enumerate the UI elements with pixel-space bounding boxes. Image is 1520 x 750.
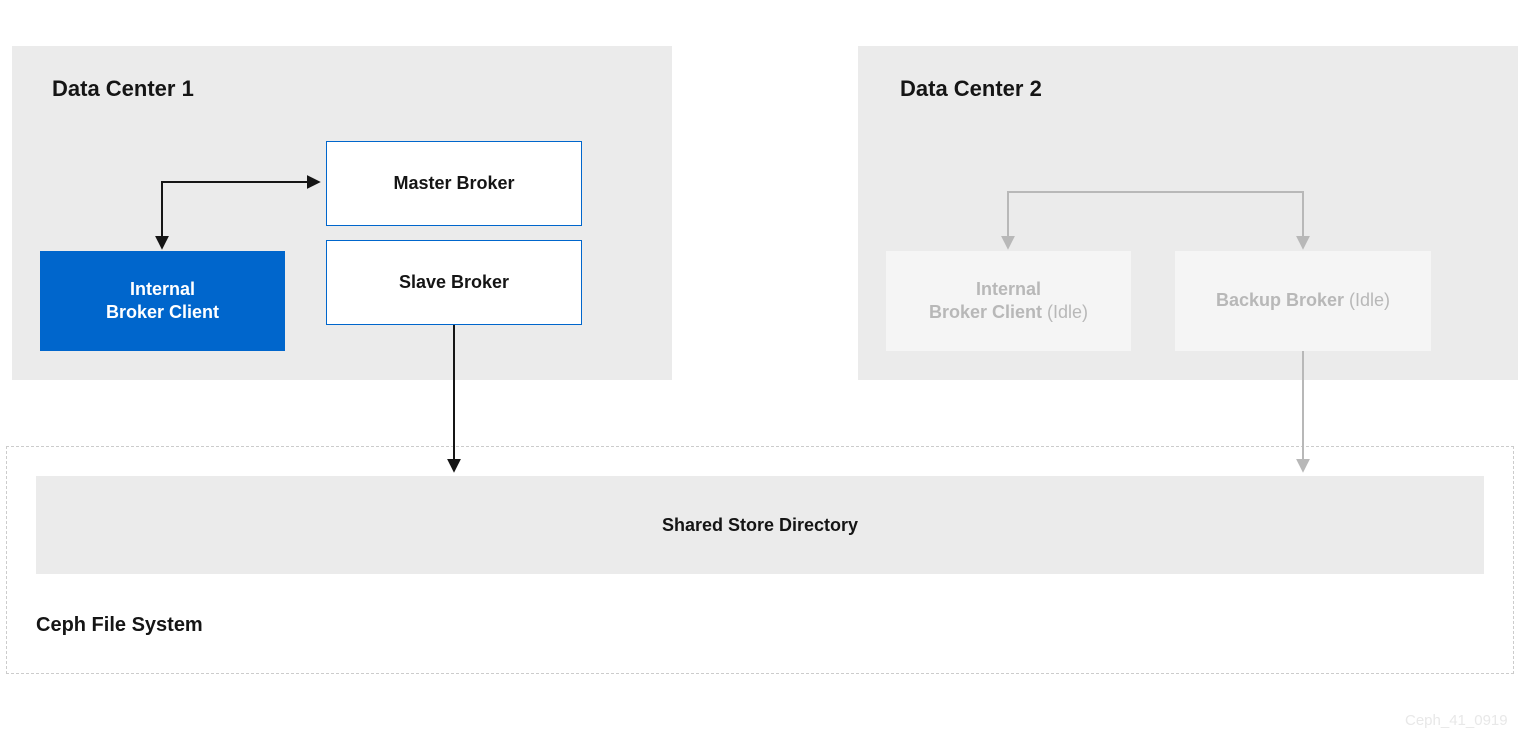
- internal-broker-client-label: Internal Broker Client: [106, 278, 219, 325]
- backup-broker-label: Backup Broker (Idle): [1216, 289, 1390, 312]
- shared-store-box: Shared Store Directory: [36, 476, 1484, 574]
- shared-store-label: Shared Store Directory: [662, 515, 858, 536]
- backup-broker-box: Backup Broker (Idle): [1175, 251, 1431, 351]
- dc2-title: Data Center 2: [900, 76, 1042, 102]
- master-broker-box: Master Broker: [326, 141, 582, 226]
- dc1-title: Data Center 1: [52, 76, 194, 102]
- internal-broker-client-idle-box: Internal Broker Client (Idle): [886, 251, 1131, 351]
- internal-broker-client-idle-label: Internal Broker Client (Idle): [929, 278, 1088, 325]
- ceph-label: Ceph File System: [36, 614, 203, 637]
- slave-broker-box: Slave Broker: [326, 240, 582, 325]
- internal-broker-client-box: Internal Broker Client: [40, 251, 285, 351]
- watermark-text: Ceph_41_0919: [1405, 712, 1508, 729]
- slave-broker-label: Slave Broker: [399, 271, 509, 294]
- diagram-canvas: Data Center 1 Data Center 2 Internal Bro…: [0, 0, 1520, 750]
- master-broker-label: Master Broker: [393, 172, 514, 195]
